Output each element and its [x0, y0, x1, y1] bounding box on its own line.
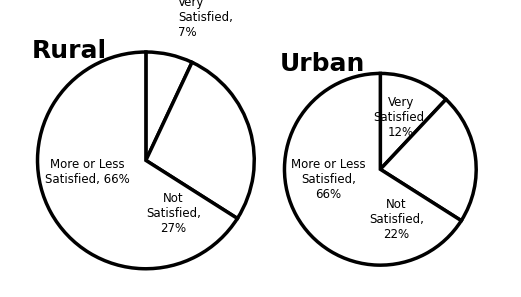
Text: Rural: Rural [32, 39, 107, 63]
Text: Not
Satisfied,
22%: Not Satisfied, 22% [369, 198, 424, 241]
Wedge shape [146, 62, 254, 219]
Wedge shape [380, 99, 476, 221]
Text: More or Less
Satisfied,
66%: More or Less Satisfied, 66% [291, 158, 366, 201]
Wedge shape [146, 52, 192, 160]
Text: Very
Satisfied,
7%: Very Satisfied, 7% [178, 0, 233, 39]
Text: Not
Satisfied,
27%: Not Satisfied, 27% [146, 192, 201, 235]
Text: Very
Satisfied,
12%: Very Satisfied, 12% [374, 96, 428, 139]
Wedge shape [380, 73, 446, 169]
Wedge shape [38, 52, 238, 269]
Text: More or Less
Satisfied, 66%: More or Less Satisfied, 66% [45, 158, 130, 186]
Text: Urban: Urban [280, 52, 365, 76]
Wedge shape [284, 73, 461, 265]
